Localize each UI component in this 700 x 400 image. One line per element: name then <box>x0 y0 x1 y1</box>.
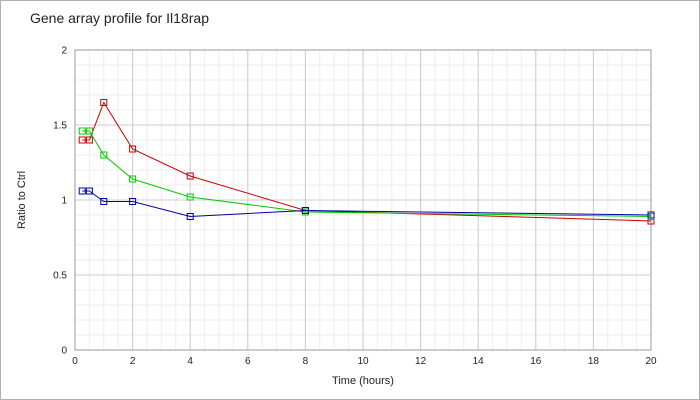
x-tick-label: 20 <box>645 356 657 367</box>
data-point-marker <box>129 198 137 205</box>
data-point-marker <box>85 127 93 135</box>
y-tick-label: 1.5 <box>53 121 67 132</box>
x-tick-label: 18 <box>588 356 600 367</box>
data-point-marker <box>85 136 93 144</box>
series-2 <box>78 127 655 220</box>
data-point-marker <box>186 172 194 180</box>
y-axis-ticks: 0 0.5 1 1.5 2 <box>53 46 67 357</box>
data-point-marker <box>129 175 137 183</box>
data-point-marker <box>129 145 137 153</box>
data-point-marker <box>78 187 86 195</box>
x-axis-ticks: 0 2 4 6 8 10 12 14 16 18 20 <box>72 356 657 367</box>
data-point-marker <box>100 198 108 205</box>
x-tick-label: 6 <box>245 356 251 367</box>
series-line <box>82 130 652 217</box>
plot-border <box>74 49 652 351</box>
y-axis-title: Ratio to Ctrl <box>16 171 28 229</box>
x-tick-label: 14 <box>473 356 485 367</box>
x-tick-label: 16 <box>530 356 542 367</box>
x-tick-label: 2 <box>130 356 136 367</box>
data-point-marker <box>100 99 108 106</box>
data-point-marker <box>78 136 86 144</box>
x-tick-label: 4 <box>187 356 193 367</box>
series-layer <box>78 99 655 225</box>
x-axis-title: Time (hours) <box>332 375 394 387</box>
y-tick-label: 2 <box>61 46 67 57</box>
data-point-marker <box>647 211 655 219</box>
chart-title: Gene array profile for Il18rap <box>30 10 209 26</box>
x-tick-label: 12 <box>415 356 427 367</box>
y-tick-label: 1 <box>61 196 67 207</box>
data-point-marker <box>85 187 93 195</box>
x-tick-label: 0 <box>72 356 78 367</box>
y-tick-label: 0.5 <box>53 271 67 282</box>
data-point-marker <box>301 207 309 214</box>
data-point-marker <box>78 127 86 135</box>
y-tick-label: 0 <box>61 346 67 357</box>
x-tick-label: 8 <box>303 356 309 367</box>
series-line <box>82 190 652 218</box>
series-3 <box>78 187 655 220</box>
data-point-marker <box>186 193 194 201</box>
data-point-marker <box>186 213 194 220</box>
data-point-marker <box>100 151 108 159</box>
x-tick-label: 10 <box>357 356 369 367</box>
